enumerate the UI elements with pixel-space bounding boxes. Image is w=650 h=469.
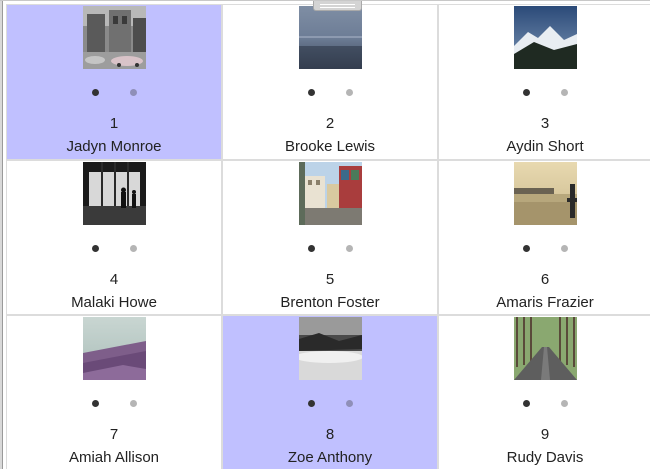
sea-photo-thumbnail xyxy=(299,6,362,69)
card-number: 5 xyxy=(325,271,335,288)
active-dot[interactable] xyxy=(308,400,315,407)
pager-dots xyxy=(439,89,650,97)
fog-photo-thumbnail xyxy=(299,317,362,380)
contact-card[interactable]: 5 Brenton Foster xyxy=(222,160,438,315)
inactive-dot[interactable] xyxy=(130,245,137,252)
card-number: 6 xyxy=(540,271,550,288)
inactive-dot[interactable] xyxy=(561,245,568,252)
pager-dots xyxy=(7,245,221,253)
pager-dots xyxy=(223,245,437,253)
active-dot[interactable] xyxy=(523,400,530,407)
inactive-dot[interactable] xyxy=(346,400,353,407)
contact-card[interactable]: 4 Malaki Howe xyxy=(6,160,222,315)
card-number: 8 xyxy=(325,426,335,443)
active-dot[interactable] xyxy=(523,89,530,96)
card-name: Rudy Davis xyxy=(506,449,584,466)
card-number: 3 xyxy=(540,115,550,132)
pager-dots xyxy=(439,400,650,408)
contact-card[interactable]: 8 Zoe Anthony xyxy=(222,315,438,469)
contact-card[interactable]: 9 Rudy Davis xyxy=(438,315,650,469)
card-name: Brenton Foster xyxy=(280,294,380,311)
card-name: Brooke Lewis xyxy=(284,138,376,155)
contact-card[interactable]: 1 Jadyn Monroe xyxy=(6,4,222,160)
card-name: Malaki Howe xyxy=(71,294,157,311)
contact-card[interactable]: 6 Amaris Frazier xyxy=(438,160,650,315)
contact-card[interactable]: 2 Brooke Lewis xyxy=(222,4,438,160)
card-number: 4 xyxy=(109,271,119,288)
street-photo-thumbnail xyxy=(83,6,146,69)
pager-dots xyxy=(7,89,221,97)
card-name: Jadyn Monroe xyxy=(66,138,162,155)
pager-dots xyxy=(223,400,437,408)
pager-dots xyxy=(7,400,221,408)
card-name: Zoe Anthony xyxy=(287,449,373,466)
active-dot[interactable] xyxy=(308,89,315,96)
card-number: 1 xyxy=(109,115,119,132)
contact-card[interactable]: 7 Amiah Allison xyxy=(6,315,222,469)
left-frame-edge xyxy=(0,1,3,469)
active-dot[interactable] xyxy=(523,245,530,252)
inactive-dot[interactable] xyxy=(561,89,568,96)
pager-dots xyxy=(439,245,650,253)
contact-grid: 1 Jadyn Monroe xyxy=(6,4,650,469)
coast-photo-thumbnail xyxy=(83,317,146,380)
active-dot[interactable] xyxy=(92,400,99,407)
active-dot[interactable] xyxy=(92,245,99,252)
active-dot[interactable] xyxy=(308,245,315,252)
card-name: Amaris Frazier xyxy=(496,294,594,311)
mountain-photo-thumbnail xyxy=(514,6,577,69)
tree-road-photo-thumbnail xyxy=(514,317,577,380)
inactive-dot[interactable] xyxy=(130,400,137,407)
inactive-dot[interactable] xyxy=(346,89,353,96)
contact-card[interactable]: 3 Aydin Short xyxy=(438,4,650,160)
inactive-dot[interactable] xyxy=(130,89,137,96)
inactive-dot[interactable] xyxy=(561,400,568,407)
card-name: Amiah Allison xyxy=(68,449,160,466)
card-name: Aydin Short xyxy=(506,138,584,155)
pager-dots xyxy=(223,89,437,97)
harbor-photo-thumbnail xyxy=(514,162,577,225)
inactive-dot[interactable] xyxy=(346,245,353,252)
card-number: 7 xyxy=(109,426,119,443)
drag-handle[interactable] xyxy=(313,1,362,11)
window-silhouette-photo-thumbnail xyxy=(83,162,146,225)
town-street-photo-thumbnail xyxy=(299,162,362,225)
card-number: 2 xyxy=(325,115,335,132)
card-number: 9 xyxy=(540,426,550,443)
active-dot[interactable] xyxy=(92,89,99,96)
